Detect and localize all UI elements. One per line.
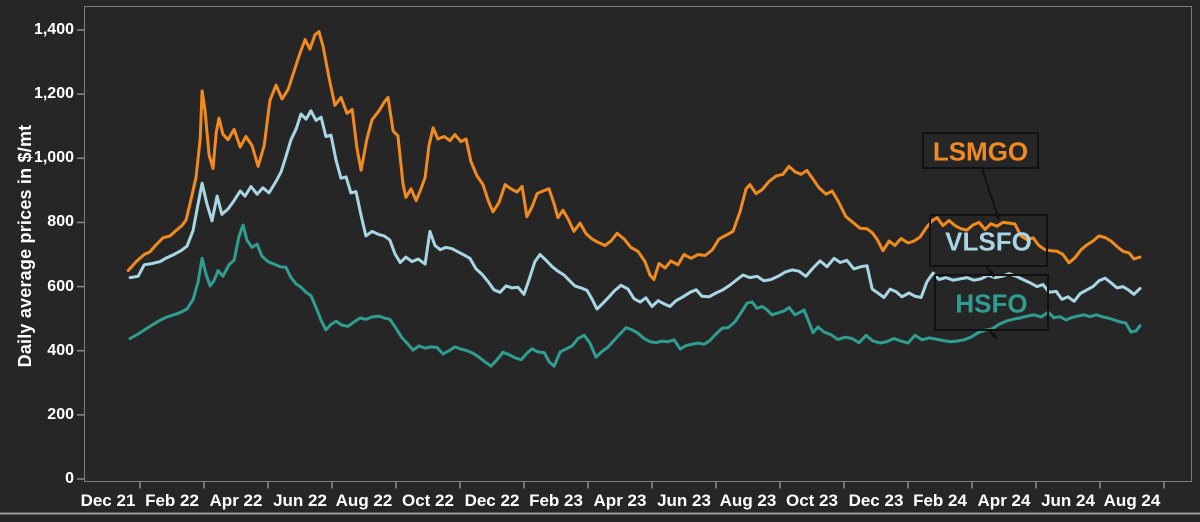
plot-border [84,6,1192,482]
y-tick-label: 0 [65,470,74,487]
y-tick-label: 200 [47,405,74,423]
x-tick-label: Feb 22 [145,491,199,510]
x-tick-label: Oct 22 [402,491,454,510]
annotation-arrow-lsmgo [981,168,1000,221]
x-tick-label: Dec 23 [848,491,904,510]
x-tick-label: Apr 22 [209,491,263,510]
series-line-hsfo [128,223,1142,368]
x-tick-label: Feb 24 [913,491,967,510]
annotation-label-hsfo: HSFO [955,289,1027,319]
x-tick-label: Aug 22 [335,491,393,510]
annotation-box-vlsfo [929,214,1048,267]
y-tick-label: 1,400 [33,21,74,38]
annotation-label-vlsfo: VLSFO [945,227,1032,257]
y-tick-label: 800 [47,213,74,231]
annotation-arrowhead-hsfo [990,332,997,339]
x-tick-label: Jun 23 [657,491,711,510]
x-tick-label: Dec 22 [464,491,520,510]
annotation-box-lsmgo [922,132,1039,169]
x-tick-label: Jun 22 [273,491,327,510]
y-tick-label: 600 [47,277,74,295]
y-tick-label: 1,200 [33,85,74,103]
x-tick-label: Jun 24 [1041,491,1095,510]
series-line-lsmgo [126,30,1142,281]
y-tick-label: 400 [47,341,74,359]
x-tick-label: Oct 23 [786,491,838,510]
annotation-box-hsfo [934,274,1049,331]
x-tick-label: Aug 23 [719,491,777,510]
series-line-vlsfo [128,109,1142,311]
x-tick-label: Feb 23 [529,491,583,510]
y-tick-label: 1,000 [33,149,74,167]
x-tick-label: Aug 24 [1103,491,1161,510]
annotation-label-lsmgo: LSMGO [933,137,1028,167]
x-tick-label: Apr 23 [593,491,647,510]
x-tick-label: Apr 24 [977,491,1031,510]
x-tick-label: Dec 21 [80,491,136,510]
